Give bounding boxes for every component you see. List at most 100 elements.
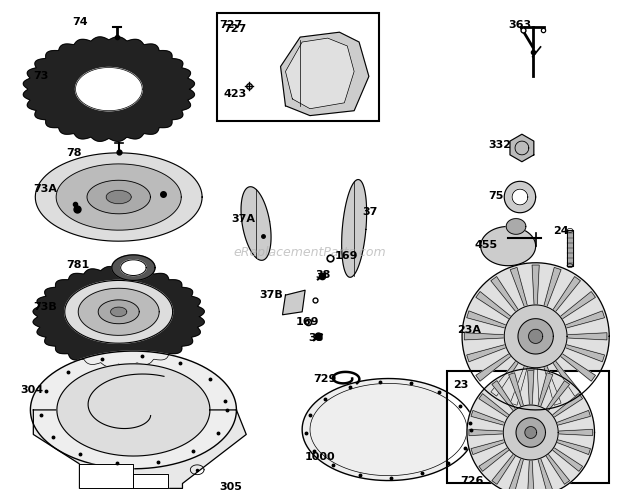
Polygon shape xyxy=(544,267,561,307)
Polygon shape xyxy=(510,134,534,162)
Polygon shape xyxy=(471,411,505,425)
Text: 332: 332 xyxy=(489,140,511,150)
Polygon shape xyxy=(76,67,142,111)
Polygon shape xyxy=(33,410,246,489)
Polygon shape xyxy=(467,369,595,496)
Polygon shape xyxy=(508,458,523,492)
Polygon shape xyxy=(510,366,528,405)
Polygon shape xyxy=(556,411,590,425)
Polygon shape xyxy=(504,305,567,368)
Polygon shape xyxy=(471,439,505,454)
Text: 727: 727 xyxy=(224,24,247,34)
Polygon shape xyxy=(508,373,523,407)
Polygon shape xyxy=(528,371,534,405)
Text: 37A: 37A xyxy=(231,214,255,224)
Polygon shape xyxy=(64,280,172,343)
Polygon shape xyxy=(518,318,553,354)
Polygon shape xyxy=(538,458,553,492)
Text: 305: 305 xyxy=(219,482,242,492)
Polygon shape xyxy=(78,288,159,335)
Polygon shape xyxy=(560,292,595,319)
Polygon shape xyxy=(79,464,133,489)
Polygon shape xyxy=(503,405,558,460)
Polygon shape xyxy=(33,267,204,367)
Polygon shape xyxy=(98,300,140,324)
Polygon shape xyxy=(30,351,236,469)
Polygon shape xyxy=(538,373,553,407)
Polygon shape xyxy=(467,345,507,362)
Text: 38: 38 xyxy=(315,270,330,280)
Polygon shape xyxy=(544,366,561,405)
Polygon shape xyxy=(283,290,305,315)
Text: 1000: 1000 xyxy=(305,452,335,462)
Polygon shape xyxy=(565,345,604,362)
Text: 423: 423 xyxy=(224,89,247,99)
Polygon shape xyxy=(529,329,542,343)
Polygon shape xyxy=(133,474,168,489)
Bar xyxy=(217,12,379,121)
Text: 304: 304 xyxy=(20,385,44,395)
Polygon shape xyxy=(516,418,546,447)
Polygon shape xyxy=(528,460,534,494)
Text: 23: 23 xyxy=(453,380,469,390)
Text: 23A: 23A xyxy=(457,324,481,335)
Polygon shape xyxy=(35,153,202,241)
Polygon shape xyxy=(552,394,583,418)
Polygon shape xyxy=(553,277,580,312)
Text: 73A: 73A xyxy=(33,185,57,194)
Bar xyxy=(448,371,609,484)
Text: 169: 169 xyxy=(335,251,358,261)
Text: 73B: 73B xyxy=(33,302,57,312)
Polygon shape xyxy=(506,219,526,234)
Text: 78: 78 xyxy=(67,148,82,158)
Text: 729: 729 xyxy=(313,373,336,383)
Polygon shape xyxy=(492,381,516,411)
Polygon shape xyxy=(121,260,146,275)
Polygon shape xyxy=(491,277,518,312)
Text: 37: 37 xyxy=(362,207,378,217)
Polygon shape xyxy=(467,311,507,328)
Text: 75: 75 xyxy=(489,191,504,201)
Polygon shape xyxy=(556,439,590,454)
Text: 37B: 37B xyxy=(259,290,283,300)
Polygon shape xyxy=(87,180,151,214)
Polygon shape xyxy=(24,37,195,141)
Polygon shape xyxy=(560,354,595,381)
Polygon shape xyxy=(525,427,537,438)
Text: 455: 455 xyxy=(475,240,498,250)
Polygon shape xyxy=(302,378,475,481)
Text: 363: 363 xyxy=(508,20,531,30)
Polygon shape xyxy=(462,263,609,410)
Polygon shape xyxy=(558,430,593,435)
Text: 24: 24 xyxy=(553,227,569,237)
Polygon shape xyxy=(504,182,536,213)
Text: 38: 38 xyxy=(308,333,324,343)
Polygon shape xyxy=(532,368,539,408)
Polygon shape xyxy=(57,364,210,456)
Polygon shape xyxy=(567,230,573,266)
Polygon shape xyxy=(510,267,528,307)
Polygon shape xyxy=(532,265,539,305)
Text: 781: 781 xyxy=(67,260,90,270)
Polygon shape xyxy=(479,447,510,471)
Text: eReplacementParts.com: eReplacementParts.com xyxy=(234,247,386,259)
Polygon shape xyxy=(241,186,271,260)
Text: 169: 169 xyxy=(295,317,319,327)
Text: 727: 727 xyxy=(219,20,243,30)
Polygon shape xyxy=(469,430,503,435)
Polygon shape xyxy=(553,361,580,396)
Polygon shape xyxy=(546,454,570,484)
Polygon shape xyxy=(56,164,181,230)
Polygon shape xyxy=(106,190,131,204)
Polygon shape xyxy=(480,227,536,266)
Polygon shape xyxy=(552,447,583,471)
Polygon shape xyxy=(285,38,354,109)
Text: 726: 726 xyxy=(460,476,484,486)
Polygon shape xyxy=(491,361,518,396)
Polygon shape xyxy=(476,354,512,381)
Polygon shape xyxy=(565,311,604,328)
Polygon shape xyxy=(464,333,504,340)
Polygon shape xyxy=(112,255,155,280)
Text: 74: 74 xyxy=(73,17,88,27)
Polygon shape xyxy=(479,394,510,418)
